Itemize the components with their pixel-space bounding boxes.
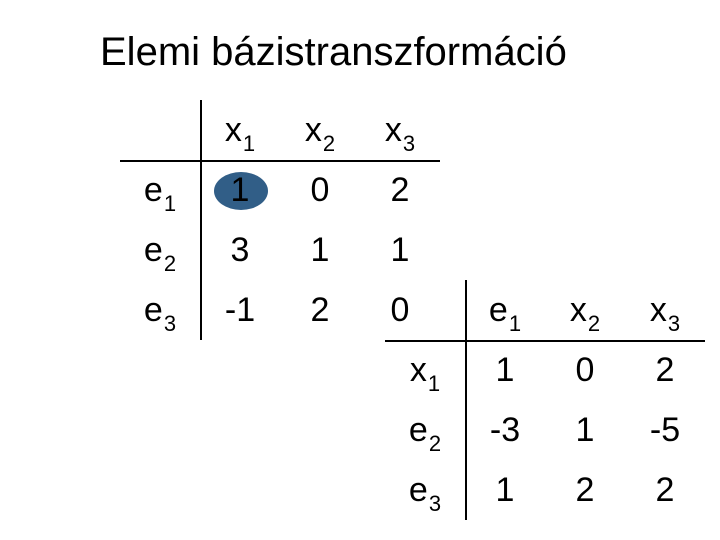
row-header: e3 — [385, 460, 465, 520]
col-header-sub: 2 — [323, 133, 335, 155]
table-cell: 3 — [200, 220, 280, 280]
row-header-sub: 3 — [429, 493, 441, 515]
table-cell: -3 — [465, 400, 545, 460]
table-cell: 1 — [360, 220, 440, 280]
table-corner — [385, 280, 465, 340]
col-header-base: x — [305, 113, 322, 147]
row-header: e3 — [120, 280, 200, 340]
row-header-base: e — [144, 233, 163, 267]
col-header-sub: 1 — [243, 133, 255, 155]
table-corner — [120, 100, 200, 160]
row-header-sub: 2 — [164, 253, 176, 275]
col-header-sub: 3 — [403, 133, 415, 155]
col-header: x3 — [625, 280, 705, 340]
table-cell: 2 — [625, 460, 705, 520]
table-cell: 1 — [200, 160, 280, 220]
col-header-base: x — [650, 293, 667, 327]
row-header-sub: 2 — [429, 433, 441, 455]
row-header-base: e — [409, 473, 428, 507]
row-header-base: e — [144, 293, 163, 327]
col-header-sub: 2 — [588, 313, 600, 335]
pivot-value: 1 — [231, 171, 250, 210]
row-header-sub: 3 — [164, 313, 176, 335]
row-header: x1 — [385, 340, 465, 400]
col-header: x3 — [360, 100, 440, 160]
row-header: e1 — [120, 160, 200, 220]
table-cell: -1 — [200, 280, 280, 340]
col-header: x1 — [200, 100, 280, 160]
col-header-sub: 1 — [509, 313, 521, 335]
page-title: Elemi bázistranszformáció — [100, 30, 567, 75]
table-cell: 1 — [465, 460, 545, 520]
table-result: e1 x2 x3 x1 1 0 2 e2 -3 1 -5 e3 1 2 2 — [385, 280, 705, 520]
col-header: e1 — [465, 280, 545, 340]
col-header-base: x — [385, 113, 402, 147]
col-header-base: x — [225, 113, 242, 147]
table-cell: 1 — [465, 340, 545, 400]
table-cell: -5 — [625, 400, 705, 460]
col-header: x2 — [280, 100, 360, 160]
row-header-sub: 1 — [428, 373, 440, 395]
table-cell: 1 — [280, 220, 360, 280]
table-cell: 2 — [280, 280, 360, 340]
table-cell: 1 — [545, 400, 625, 460]
row-header-base: e — [144, 173, 163, 207]
col-header: x2 — [545, 280, 625, 340]
table-cell: 2 — [545, 460, 625, 520]
row-header: e2 — [385, 400, 465, 460]
col-header-base: e — [489, 293, 508, 327]
col-header-base: x — [570, 293, 587, 327]
col-header-sub: 3 — [668, 313, 680, 335]
row-header: e2 — [120, 220, 200, 280]
table-cell: 2 — [360, 160, 440, 220]
table-cell: 2 — [625, 340, 705, 400]
table-cell: 0 — [280, 160, 360, 220]
row-header-base: x — [410, 353, 427, 387]
row-header-base: e — [409, 413, 428, 447]
table-cell: 0 — [545, 340, 625, 400]
slide: Elemi bázistranszformáció x1 x2 x3 e1 1 … — [0, 0, 720, 540]
row-header-sub: 1 — [164, 193, 176, 215]
